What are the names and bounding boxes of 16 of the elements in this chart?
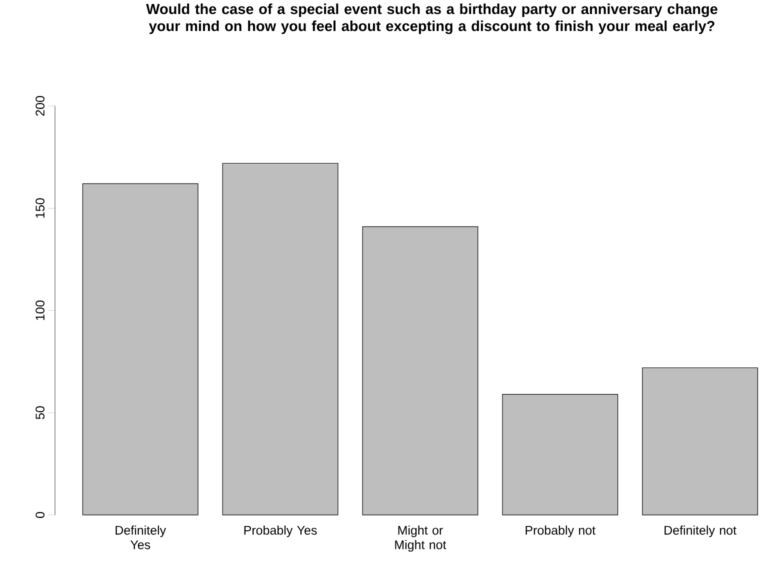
chart-title: Would the case of a special event such as a birthday party or anniversary change your mind on how you feel about excepting a discount to finish your meal early? (146, 4, 718, 34)
y-tick-label: 200 (36, 96, 44, 116)
x-tick-label: Probably not (526, 526, 596, 538)
y-tick-label: 100 (36, 300, 44, 320)
bar (642, 367, 758, 516)
bar (222, 162, 338, 516)
x-tick-label: Might or Might not (395, 526, 446, 552)
y-tick-label: 0 (36, 512, 44, 518)
bar (362, 226, 478, 516)
y-tick-label: 50 (36, 406, 44, 420)
bar (502, 394, 618, 516)
y-tick-label: 150 (36, 198, 44, 218)
x-tick-label: Definitely Yes (116, 526, 166, 550)
x-tick-label: Definitely not (664, 526, 736, 538)
x-tick-label: Probably Yes (244, 526, 317, 538)
bar (82, 183, 198, 516)
